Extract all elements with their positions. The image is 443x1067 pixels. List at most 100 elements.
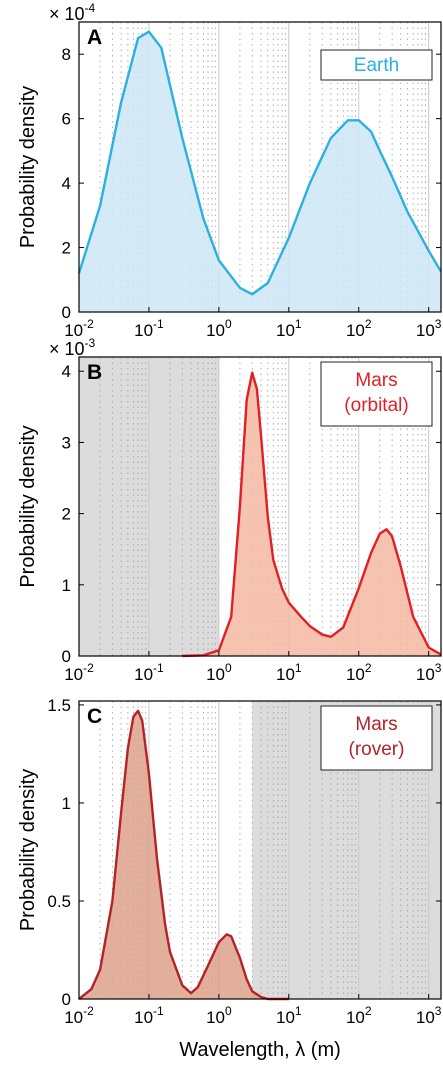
x-tick-exponent: -1 (153, 317, 164, 331)
axes-frame (78, 21, 442, 313)
y-tick-label: 6 (62, 110, 71, 129)
x-tick-base: 10 (206, 665, 225, 684)
x-tick-exponent: 3 (435, 1004, 442, 1018)
y-multiplier-base: × 10 (49, 339, 85, 359)
series-line (78, 709, 289, 1001)
x-tick-exponent: 1 (295, 317, 302, 331)
x-tick-base: 10 (416, 321, 435, 340)
panel-letter: C (87, 705, 102, 728)
x-tick-label: 103 (416, 661, 442, 684)
x-tick-label: 102 (346, 317, 372, 340)
x-tick-label: 101 (276, 317, 302, 340)
x-axis-label: Wavelength, λ (m) (179, 1039, 341, 1061)
series-line (182, 371, 442, 658)
legend-label: Mars (orbital) (344, 370, 408, 416)
x-tick-exponent: -2 (83, 1004, 94, 1018)
x-tick-exponent: 0 (225, 1004, 232, 1018)
x-tick-label: 101 (276, 661, 302, 684)
x-tick-base: 10 (64, 321, 83, 340)
y-tick-label: 1 (62, 794, 71, 813)
y-tick-label: 2 (62, 505, 71, 524)
legend-box (320, 705, 433, 771)
x-tick-base: 10 (206, 321, 225, 340)
x-tick-base: 10 (276, 665, 295, 684)
x-tick-base: 10 (346, 321, 365, 340)
x-tick-label: 101 (276, 1004, 302, 1027)
x-tick-base: 10 (416, 1008, 435, 1027)
panel-letter: A (87, 26, 102, 49)
legend-line: Mars (355, 370, 397, 391)
x-tick-label: 10-2 (64, 1004, 94, 1027)
y-multiplier-base: × 10 (49, 4, 85, 24)
x-tick-label: 10-1 (134, 317, 164, 340)
y-tick-label: 0 (62, 990, 71, 1009)
x-tick-label: 10-2 (64, 317, 94, 340)
x-tick-exponent: 2 (365, 1004, 372, 1018)
legend-line: Earth (354, 55, 399, 76)
x-tick-label: 10-2 (64, 661, 94, 684)
x-tick-exponent: -2 (83, 661, 94, 675)
legend-line: Mars (355, 714, 397, 735)
y-tick-label: 2 (62, 239, 71, 258)
x-tick-exponent: 3 (435, 317, 442, 331)
legend-box (320, 361, 433, 427)
y-multiplier: × 10-3 (49, 336, 96, 359)
x-tick-label: 100 (206, 317, 232, 340)
x-tick-base: 10 (134, 1008, 153, 1027)
x-tick-exponent: -2 (83, 317, 94, 331)
x-tick-exponent: 0 (225, 317, 232, 331)
y-axis-label: Probability density (17, 769, 39, 931)
series-line (77, 30, 443, 296)
x-tick-base: 10 (64, 665, 83, 684)
axes-frame (78, 700, 442, 1000)
y-multiplier: × 10-4 (49, 1, 96, 24)
x-tick-exponent: 3 (435, 661, 442, 675)
y-tick-label: 1.5 (47, 696, 71, 715)
x-tick-label: 102 (346, 1004, 372, 1027)
x-tick-base: 10 (346, 1008, 365, 1027)
x-tick-label: 100 (206, 661, 232, 684)
x-tick-label: 10-1 (134, 1004, 164, 1027)
x-tick-label: 103 (416, 317, 442, 340)
y-tick-label: 1 (62, 576, 71, 595)
y-tick-label: 0.5 (47, 892, 71, 911)
x-tick-label: 102 (346, 661, 372, 684)
panel-letter: B (87, 361, 102, 384)
x-tick-base: 10 (134, 665, 153, 684)
y-multiplier-exponent: -4 (85, 1, 96, 15)
legend-label: Earth (354, 55, 399, 76)
x-tick-base: 10 (416, 665, 435, 684)
x-tick-exponent: -1 (153, 661, 164, 675)
y-tick-label: 8 (62, 45, 71, 64)
legend-label: Mars (rover) (349, 714, 405, 760)
y-tick-label: 0 (62, 303, 71, 322)
x-tick-label: 10-1 (134, 661, 164, 684)
legend-line: (orbital) (344, 395, 408, 416)
x-tick-label: 100 (206, 1004, 232, 1027)
y-multiplier-exponent: -3 (85, 336, 96, 350)
x-tick-exponent: -1 (153, 1004, 164, 1018)
x-tick-base: 10 (206, 1008, 225, 1027)
x-tick-base: 10 (64, 1008, 83, 1027)
x-tick-base: 10 (346, 665, 365, 684)
x-tick-label: 103 (416, 1004, 442, 1027)
x-tick-exponent: 2 (365, 317, 372, 331)
y-axis-label: Probability density (17, 86, 39, 248)
panel-c: Mars (rover)00.511.510-2 10-1 100 101 102 103C… (17, 696, 442, 1061)
x-tick-exponent: 1 (295, 1004, 302, 1018)
x-tick-exponent: 1 (295, 661, 302, 675)
x-tick-base: 10 (134, 321, 153, 340)
x-tick-exponent: 0 (225, 661, 232, 675)
series-area (182, 372, 442, 656)
y-axis-label: Probability density (17, 425, 39, 587)
y-tick-label: 0 (62, 647, 71, 666)
legend-box (320, 49, 433, 81)
x-tick-base: 10 (276, 321, 295, 340)
y-tick-label: 4 (62, 174, 71, 193)
axes-frame (78, 356, 442, 657)
series-area (79, 710, 289, 999)
series-area (79, 31, 441, 312)
